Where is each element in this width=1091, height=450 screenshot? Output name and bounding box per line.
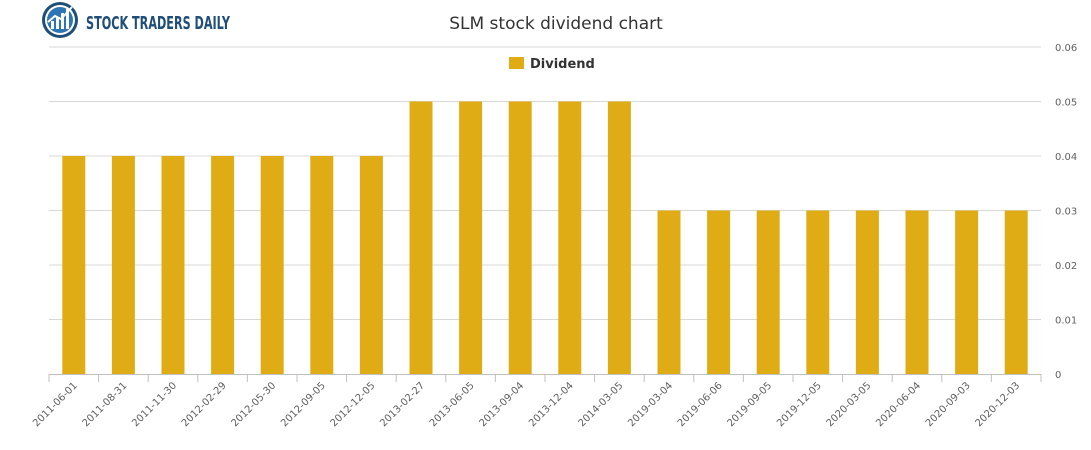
bar[interactable] bbox=[657, 210, 681, 375]
bar[interactable] bbox=[607, 101, 631, 375]
bar[interactable] bbox=[310, 156, 334, 374]
bar[interactable] bbox=[955, 210, 979, 375]
x-tick-label: 2020-09-03 bbox=[924, 380, 973, 429]
x-axis-ticks: 2011-06-01 2011-08-31 2011-11-30 2012-02-29… bbox=[31, 380, 1022, 429]
y-tick-label: 0.01 bbox=[1055, 316, 1077, 327]
x-tick-label: 2020-12-03 bbox=[973, 380, 1022, 429]
y-tick-label: 0.02 bbox=[1055, 261, 1077, 272]
bar[interactable] bbox=[508, 101, 532, 375]
bar[interactable] bbox=[806, 210, 830, 375]
bar[interactable] bbox=[409, 101, 433, 375]
legend-label: Dividend bbox=[530, 57, 595, 72]
x-tick-label: 2013-06-05 bbox=[428, 380, 477, 429]
x-tick-label: 2011-06-01 bbox=[31, 380, 80, 429]
logo-text: STOCK TRADERS DAILY bbox=[86, 13, 230, 34]
x-axis bbox=[48, 374, 1042, 382]
x-tick-label: 2011-11-30 bbox=[130, 380, 179, 429]
grid-lines bbox=[49, 46, 1041, 320]
bar[interactable] bbox=[855, 210, 879, 375]
bars bbox=[62, 101, 1028, 375]
y-axis-ticks: 0 0.01 0.02 0.03 0.04 0.05 0.06 bbox=[1055, 43, 1077, 381]
x-tick-label: 2019-03-04 bbox=[626, 380, 675, 429]
x-tick-label: 2014-03-05 bbox=[577, 380, 626, 429]
bar[interactable] bbox=[211, 156, 235, 374]
chart-globe-icon bbox=[42, 2, 78, 38]
logo[interactable]: STOCK TRADERS DAILY bbox=[42, 2, 230, 38]
bar[interactable] bbox=[359, 156, 383, 374]
bar[interactable] bbox=[558, 101, 582, 375]
legend-swatch bbox=[509, 57, 524, 69]
x-tick-label: 2012-02-29 bbox=[180, 380, 229, 429]
y-tick-label: 0.05 bbox=[1055, 98, 1077, 109]
bar[interactable] bbox=[260, 156, 284, 374]
x-tick-label: 2019-06-06 bbox=[676, 380, 725, 429]
chart-title: SLM stock dividend chart bbox=[449, 14, 663, 34]
x-tick-label: 2011-08-31 bbox=[81, 380, 130, 429]
x-tick-label: 2013-02-27 bbox=[378, 380, 427, 429]
x-tick-label: 2012-09-05 bbox=[279, 380, 328, 429]
bar[interactable] bbox=[905, 210, 929, 375]
bar[interactable] bbox=[1004, 210, 1028, 375]
legend[interactable]: Dividend bbox=[509, 57, 595, 72]
bar[interactable] bbox=[161, 156, 185, 374]
x-tick-label: 2020-03-05 bbox=[825, 380, 874, 429]
x-tick-label: 2012-05-30 bbox=[229, 380, 278, 429]
x-tick-label: 2019-09-05 bbox=[725, 380, 774, 429]
bar[interactable] bbox=[756, 210, 780, 375]
y-tick-label: 0.03 bbox=[1055, 207, 1077, 218]
x-tick-label: 2013-09-04 bbox=[477, 380, 526, 429]
bar[interactable] bbox=[111, 156, 135, 374]
bar[interactable] bbox=[707, 210, 731, 375]
y-tick-label: 0.06 bbox=[1055, 43, 1077, 54]
y-tick-label: 0.04 bbox=[1055, 152, 1077, 163]
x-tick-label: 2013-12-04 bbox=[527, 380, 576, 429]
y-tick-label: 0 bbox=[1055, 370, 1061, 381]
x-tick-label: 2020-06-04 bbox=[874, 380, 923, 429]
x-tick-label: 2012-12-05 bbox=[329, 380, 378, 429]
bar[interactable] bbox=[62, 156, 86, 374]
x-tick-label: 2019-12-05 bbox=[775, 380, 824, 429]
bar[interactable] bbox=[459, 101, 483, 375]
